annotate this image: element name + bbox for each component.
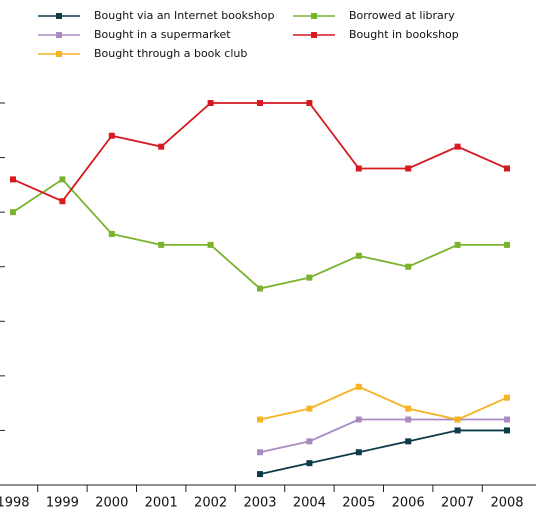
x-tick-label: 2006	[392, 496, 425, 511]
legend-label: Bought through a book club	[94, 47, 247, 60]
point	[355, 165, 362, 172]
point	[306, 460, 313, 467]
series-line	[12, 102, 508, 203]
point	[257, 471, 263, 478]
point	[306, 438, 313, 445]
point	[10, 176, 16, 183]
point	[257, 416, 263, 423]
legend-marker	[56, 51, 62, 57]
point	[355, 449, 362, 456]
point	[59, 198, 66, 205]
x-tick-label: 2004	[293, 496, 326, 511]
point	[108, 132, 115, 139]
x-tick-label: 2008	[490, 496, 523, 511]
point	[257, 285, 263, 292]
point	[207, 241, 214, 248]
x-tick-label: 2000	[95, 496, 128, 511]
x-tick-label: 2001	[145, 496, 178, 511]
point	[405, 416, 412, 423]
point	[405, 405, 412, 412]
point	[405, 438, 412, 445]
point	[10, 209, 16, 216]
x-tick-label: 2007	[441, 496, 474, 511]
point	[108, 230, 115, 237]
point	[405, 263, 412, 270]
legend-marker	[311, 13, 317, 19]
legend-marker	[311, 32, 317, 38]
point	[257, 100, 263, 106]
series-line	[259, 385, 508, 421]
point	[306, 100, 313, 106]
point	[306, 274, 313, 281]
point	[504, 427, 510, 434]
point	[454, 241, 461, 248]
point	[454, 427, 461, 434]
legend-label: Bought in bookshop	[349, 28, 459, 41]
legend-label: Bought via an Internet bookshop	[94, 9, 274, 22]
series-line	[259, 418, 507, 454]
point	[355, 252, 362, 259]
point	[405, 165, 412, 172]
legend-marker	[56, 13, 62, 19]
point	[504, 394, 510, 401]
x-tick-label: 1999	[46, 496, 79, 511]
point	[59, 176, 66, 183]
point	[454, 416, 461, 423]
legend-marker	[56, 32, 62, 38]
point	[454, 143, 461, 150]
series-line	[259, 429, 507, 475]
x-tick-label: 2003	[243, 496, 276, 511]
point	[504, 241, 510, 248]
point	[306, 405, 313, 412]
x-tick-label: 2005	[342, 496, 375, 511]
x-tick-label: 1998	[0, 496, 30, 511]
x-tick-label: 2002	[194, 496, 227, 511]
point	[158, 143, 165, 150]
legend-label: Bought in a supermarket	[94, 28, 231, 41]
series-line	[12, 178, 507, 290]
point	[158, 241, 165, 248]
point	[504, 165, 510, 172]
point	[257, 449, 263, 456]
point	[355, 383, 362, 390]
point	[207, 100, 214, 106]
point	[355, 416, 362, 423]
point	[504, 416, 510, 423]
legend-label: Borrowed at library	[349, 9, 455, 22]
